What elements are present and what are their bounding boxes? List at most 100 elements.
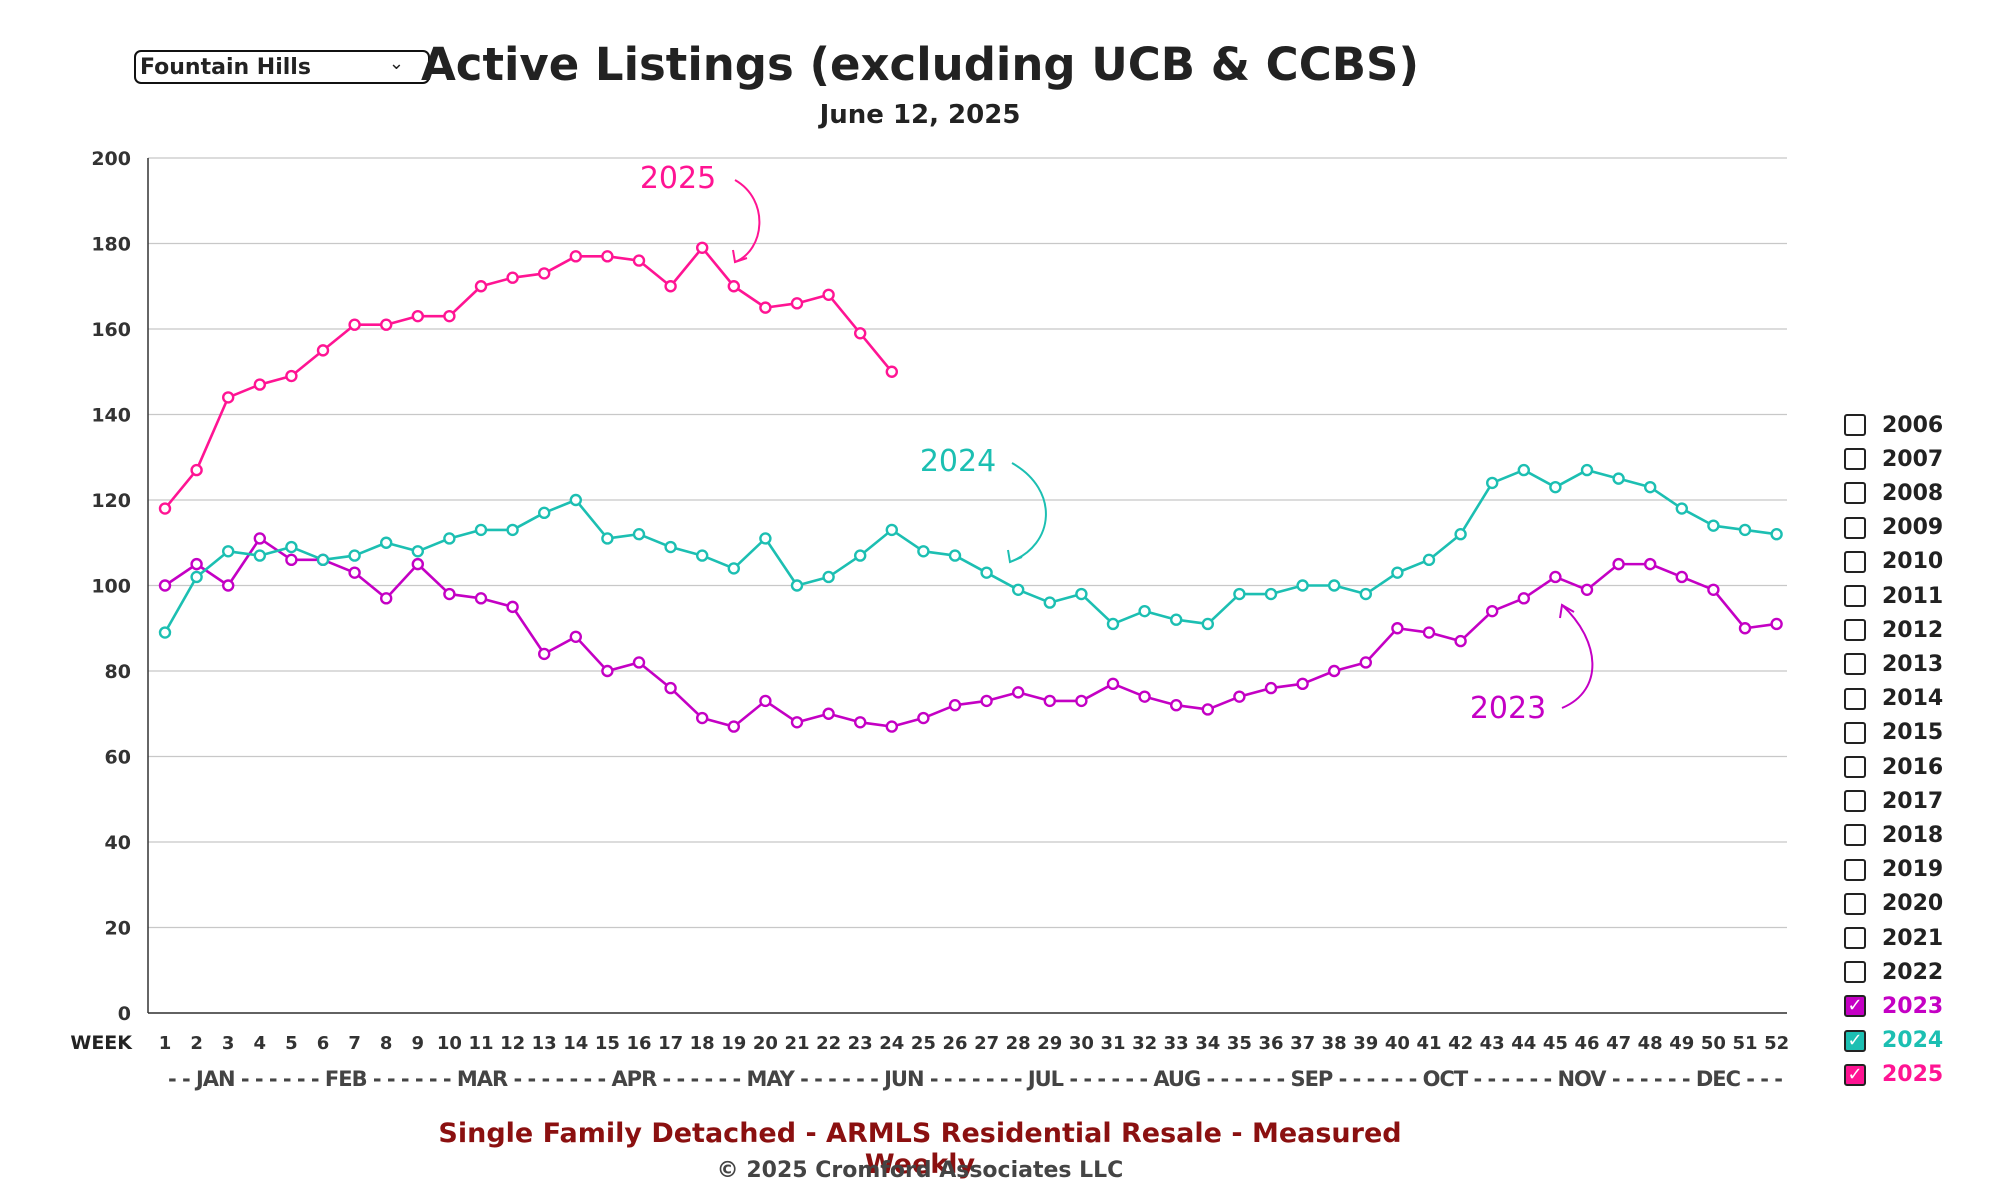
data-point-2023 <box>1517 592 1531 605</box>
legend-label: 2017 <box>1882 788 1944 814</box>
legend-item-2016[interactable]: 2016 <box>1844 752 1943 782</box>
data-point-2024 <box>348 549 361 562</box>
checkbox-icon[interactable] <box>1844 756 1866 778</box>
data-point-2023 <box>696 711 709 725</box>
checkbox-icon[interactable] <box>1844 892 1866 915</box>
legend-item-2009[interactable]: 2009 <box>1844 513 1943 543</box>
data-point-2024 <box>1106 617 1120 631</box>
checkbox-icon[interactable] <box>1844 516 1866 539</box>
data-point-2023 <box>1233 690 1246 703</box>
checkbox-icon[interactable] <box>1844 824 1866 847</box>
data-point-2023 <box>411 557 424 571</box>
legend-item-2011[interactable]: 2011 <box>1844 581 1943 611</box>
legend-item-2017[interactable]: 2017 <box>1844 786 1943 816</box>
y-tick-label: 0 <box>118 1003 131 1025</box>
chevron-down-icon: ⌄ <box>388 53 404 74</box>
checkbox-icon[interactable] <box>1844 585 1866 607</box>
series-line-2023 <box>164 537 1777 728</box>
legend-item-2014[interactable]: 2014 <box>1844 684 1943 714</box>
legend-item-2022[interactable]: 2022 <box>1844 957 1943 987</box>
data-point-2024 <box>885 523 898 537</box>
data-point-2023 <box>727 720 740 733</box>
legend-item-2010[interactable]: 2010 <box>1844 547 1943 577</box>
data-point-2023 <box>1359 656 1373 669</box>
legend-label: 2024 <box>1882 1028 1944 1054</box>
checkbox-checked-icon[interactable]: ✓ <box>1844 1029 1866 1052</box>
y-tick-label: 140 <box>91 405 131 427</box>
x-tick-label: 9 <box>412 1033 425 1054</box>
checkbox-icon[interactable] <box>1844 414 1866 436</box>
checkbox-icon[interactable] <box>1844 619 1866 642</box>
x-tick-label: 26 <box>942 1033 967 1054</box>
data-point-2024 <box>1359 587 1373 601</box>
data-point-2024 <box>221 545 235 558</box>
legend-item-2012[interactable]: 2012 <box>1844 615 1943 645</box>
data-point-2023 <box>285 553 298 567</box>
data-point-2025 <box>506 271 519 284</box>
x-tick-label: 42 <box>1448 1033 1473 1054</box>
checkbox-icon[interactable] <box>1844 448 1866 471</box>
data-point-2023 <box>1770 617 1783 631</box>
checkbox-icon[interactable] <box>1844 961 1866 984</box>
checkbox-icon[interactable] <box>1844 858 1866 881</box>
data-point-2025 <box>411 309 424 323</box>
legend-item-2020[interactable]: 2020 <box>1844 889 1943 919</box>
legend-item-2024[interactable]: ✓ 2024 <box>1844 1026 1943 1056</box>
legend-item-2007[interactable]: 2007 <box>1844 444 1943 474</box>
legend-item-2008[interactable]: 2008 <box>1844 478 1943 508</box>
data-point-2024 <box>1138 604 1151 618</box>
checkbox-icon[interactable] <box>1844 482 1866 505</box>
area-select[interactable]: Fountain Hills ⌄ <box>134 50 430 84</box>
checkbox-icon[interactable] <box>1844 550 1866 573</box>
data-point-2024 <box>1169 613 1183 626</box>
x-tick-label: 29 <box>1037 1033 1062 1054</box>
legend-item-2015[interactable]: 2015 <box>1844 718 1943 748</box>
data-point-2025 <box>569 250 582 263</box>
data-point-2023 <box>190 557 203 571</box>
legend-label: 2012 <box>1882 617 1944 643</box>
y-tick-label: 100 <box>91 576 131 598</box>
x-tick-label: 16 <box>626 1033 651 1054</box>
data-point-2024 <box>1738 523 1752 537</box>
legend-item-2025[interactable]: ✓ 2025 <box>1844 1060 1943 1090</box>
data-point-2023 <box>1643 557 1657 571</box>
legend-item-2006[interactable]: 2006 <box>1844 410 1943 440</box>
checkbox-icon[interactable] <box>1844 687 1866 710</box>
x-tick-label: 12 <box>500 1033 525 1054</box>
chart-subtitle: June 12, 2025 <box>819 100 1021 130</box>
x-tick-label: 48 <box>1638 1033 1663 1054</box>
checkbox-checked-icon[interactable]: ✓ <box>1844 995 1866 1018</box>
legend-item-2013[interactable]: 2013 <box>1844 649 1943 679</box>
data-point-2023 <box>1549 570 1562 584</box>
x-tick-label: 40 <box>1385 1033 1410 1054</box>
checkbox-checked-icon[interactable]: ✓ <box>1844 1063 1866 1086</box>
legend-item-2021[interactable]: 2021 <box>1844 923 1943 953</box>
data-point-2024 <box>1517 463 1531 477</box>
annotation-arrow-2024 <box>1009 462 1047 563</box>
x-tick-label: 31 <box>1100 1033 1125 1054</box>
checkbox-icon[interactable] <box>1844 721 1866 744</box>
data-point-2023 <box>253 532 266 545</box>
data-point-2024 <box>380 536 393 549</box>
data-point-2023 <box>569 630 582 643</box>
legend-label: 2006 <box>1882 412 1944 438</box>
checkbox-icon[interactable] <box>1844 653 1866 676</box>
data-point-2024 <box>727 562 740 575</box>
data-point-2024 <box>316 553 330 567</box>
legend-label: 2007 <box>1882 446 1944 472</box>
legend-item-2018[interactable]: 2018 <box>1844 820 1943 850</box>
legend-item-2023[interactable]: ✓ 2023 <box>1844 991 1943 1021</box>
data-point-2023 <box>506 600 519 614</box>
x-tick-label: 19 <box>721 1033 746 1054</box>
data-point-2024 <box>569 493 582 507</box>
checkbox-icon[interactable] <box>1844 927 1866 949</box>
x-tick-label: 37 <box>1290 1033 1315 1054</box>
data-point-2024 <box>948 549 962 562</box>
legend-item-2019[interactable]: 2019 <box>1844 855 1943 885</box>
data-point-2023 <box>1169 699 1183 712</box>
legend-label: 2016 <box>1882 754 1944 780</box>
checkbox-icon[interactable] <box>1844 790 1866 813</box>
data-point-2023 <box>474 592 488 605</box>
annotation-label-2024: 2024 <box>920 444 996 479</box>
y-tick-label: 120 <box>91 490 131 512</box>
